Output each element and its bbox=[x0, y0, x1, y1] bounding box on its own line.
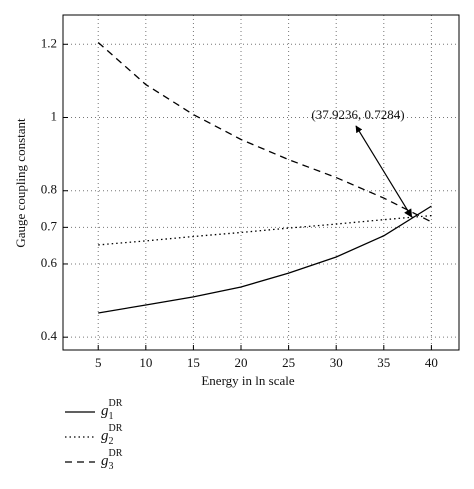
y-tick-label: 1.2 bbox=[41, 35, 57, 50]
y-tick-label: 0.8 bbox=[41, 182, 57, 197]
x-tick-label: 40 bbox=[425, 355, 438, 370]
series-line bbox=[98, 214, 432, 246]
legend-sup: DR bbox=[109, 448, 123, 459]
legend-sub: 1 bbox=[109, 411, 114, 422]
y-tick-label: 1 bbox=[51, 108, 58, 123]
legend-sup: DR bbox=[109, 423, 123, 434]
x-tick-label: 5 bbox=[95, 355, 102, 370]
y-axis-label: Gauge coupling constant bbox=[13, 118, 28, 248]
series-line bbox=[98, 205, 432, 314]
x-tick-label: 20 bbox=[235, 355, 248, 370]
plot-frame bbox=[62, 14, 460, 351]
x-tick-label: 25 bbox=[282, 355, 295, 370]
legend-name: g bbox=[101, 403, 109, 419]
x-tick-label: 30 bbox=[330, 355, 343, 370]
x-tick-label: 15 bbox=[187, 355, 200, 370]
legend-name: g bbox=[101, 428, 109, 444]
x-axis-label: Energy in ln scale bbox=[201, 373, 294, 388]
annotation-arrow bbox=[355, 125, 413, 218]
y-tick-label: 0.7 bbox=[41, 218, 58, 233]
legend-label: g2 DR bbox=[101, 423, 123, 447]
legend-label: g1 DR bbox=[101, 398, 123, 422]
legend-sup: DR bbox=[109, 398, 123, 409]
legend-sub: 2 bbox=[109, 436, 114, 447]
series-line bbox=[97, 41, 432, 223]
legend-name: g bbox=[101, 453, 109, 469]
y-tick-label: 0.4 bbox=[41, 328, 58, 343]
annotation-text: (37.9236, 0.7284) bbox=[311, 107, 404, 122]
x-tick-label: 10 bbox=[139, 355, 152, 370]
y-tick-label: 0.6 bbox=[41, 255, 58, 270]
legend-label: g3 DR bbox=[101, 448, 123, 472]
x-tick-label: 35 bbox=[377, 355, 390, 370]
legend-sub: 3 bbox=[109, 461, 114, 472]
